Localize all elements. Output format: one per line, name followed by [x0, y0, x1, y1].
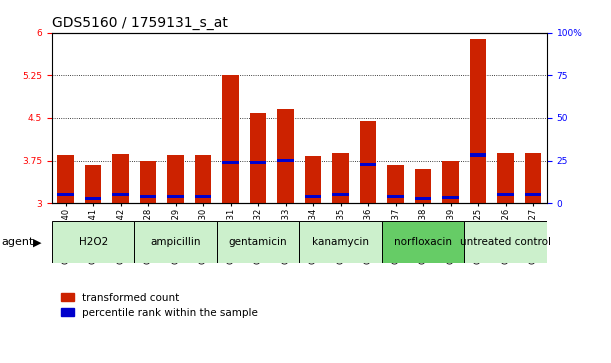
Bar: [250, 113, 266, 203]
Text: norfloxacin: norfloxacin: [394, 237, 452, 247]
Bar: [464, 221, 547, 263]
Bar: [140, 195, 156, 198]
Bar: [470, 40, 486, 203]
Bar: [217, 221, 299, 263]
Bar: [387, 195, 404, 198]
Bar: [415, 169, 431, 203]
Bar: [85, 164, 101, 203]
Bar: [195, 155, 211, 203]
Bar: [195, 195, 211, 198]
Bar: [277, 110, 294, 203]
Bar: [134, 221, 217, 263]
Bar: [52, 221, 134, 263]
Legend: transformed count, percentile rank within the sample: transformed count, percentile rank withi…: [57, 288, 262, 322]
Bar: [112, 193, 129, 196]
Bar: [525, 153, 541, 203]
Bar: [277, 159, 294, 162]
Bar: [360, 121, 376, 203]
Text: GDS5160 / 1759131_s_at: GDS5160 / 1759131_s_at: [52, 16, 228, 30]
Bar: [112, 154, 129, 203]
Bar: [140, 161, 156, 203]
Text: H2O2: H2O2: [79, 237, 108, 247]
Bar: [415, 197, 431, 200]
Bar: [299, 221, 382, 263]
Bar: [167, 195, 184, 198]
Text: ▶: ▶: [33, 237, 42, 247]
Bar: [57, 155, 74, 203]
Bar: [497, 153, 514, 203]
Bar: [470, 154, 486, 156]
Bar: [250, 161, 266, 164]
Bar: [442, 161, 459, 203]
Bar: [57, 193, 74, 196]
Text: agent: agent: [1, 237, 34, 247]
Text: kanamycin: kanamycin: [312, 237, 369, 247]
Bar: [167, 155, 184, 203]
Bar: [525, 193, 541, 196]
Bar: [305, 195, 321, 198]
Bar: [442, 196, 459, 199]
Bar: [360, 163, 376, 166]
Bar: [497, 193, 514, 196]
Text: ampicillin: ampicillin: [150, 237, 201, 247]
Bar: [387, 164, 404, 203]
Bar: [85, 197, 101, 200]
Bar: [332, 153, 349, 203]
Bar: [222, 161, 239, 164]
Bar: [222, 76, 239, 203]
Bar: [332, 193, 349, 196]
Text: gentamicin: gentamicin: [229, 237, 287, 247]
Bar: [382, 221, 464, 263]
Text: untreated control: untreated control: [460, 237, 551, 247]
Bar: [305, 156, 321, 203]
